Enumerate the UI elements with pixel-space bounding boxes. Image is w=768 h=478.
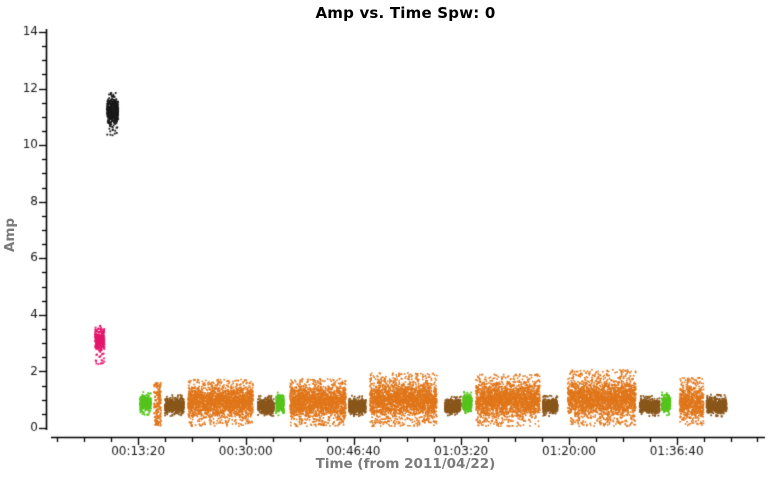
x-axis-label: Time (from 2011/04/22) [315,456,496,472]
plot-title: Amp vs. Time Spw: 0 [315,4,496,22]
y-axis-label: Amp [2,217,18,253]
